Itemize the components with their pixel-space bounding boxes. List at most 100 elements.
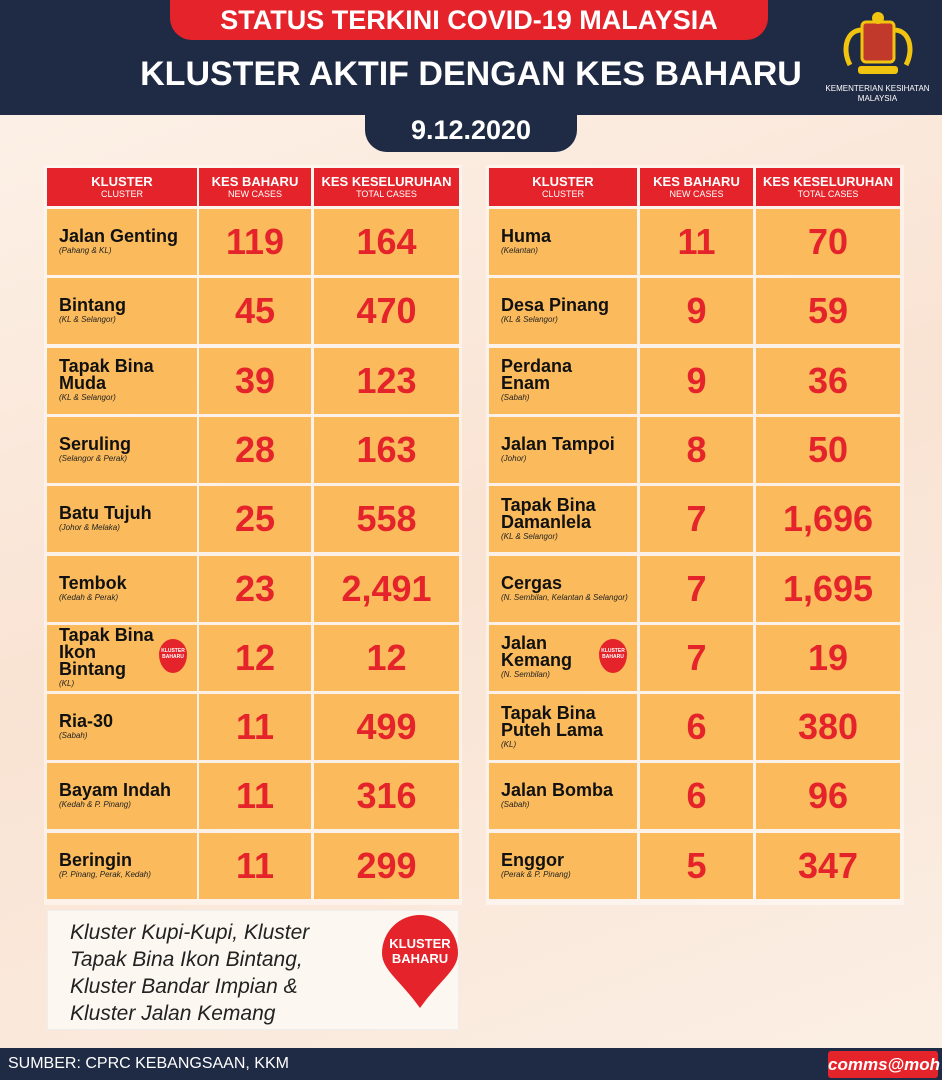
column-header: KES BAHARU NEW CASES [640,168,753,206]
total-cases: 163 [314,416,459,483]
cluster-name: Tapak Bina [501,702,596,723]
cluster-name: Huma [501,226,552,246]
footer: SUMBER: CPRC KEBANGSAAN, KKM [0,1048,942,1080]
cluster-cell: Huma (Kelantan) [489,209,637,275]
cluster-cell: Jalan Bomba (Sabah) [489,763,637,830]
new-cases: 11 [640,209,753,275]
badge-text: KLUSTER [601,647,625,654]
cluster-location: (KL & Selangor) [59,315,116,325]
new-cases: 9 [640,278,753,345]
header-sub: NEW CASES [669,189,724,199]
cluster-location: (KL & Selangor) [501,315,558,325]
header-sub: TOTAL CASES [797,189,859,199]
cluster-name: Ria-30 [59,711,114,732]
total-cases: 70 [756,209,900,275]
total-cases: 96 [756,763,900,830]
cluster-cell: Beringin (P. Pinang, Perak, Kedah) [47,832,197,899]
cluster-name: Jalan Tampoi [501,433,615,454]
total-cases: 499 [314,694,459,761]
header-main: KES KESELURUHAN [762,174,893,189]
note-line: Tapak Bina Ikon Bintang, [70,948,303,971]
total-cases: 470 [314,278,459,345]
ministry-line: MALAYSIA [857,94,898,103]
total-cases: 50 [756,416,900,483]
cluster-location: (KL & Selangor) [59,393,116,403]
cluster-name: Tembok [59,572,127,593]
cluster-name: Enggor [501,849,564,870]
total-cases: 19 [756,624,900,691]
cluster-cell: Jalan Tampoi (Johor) [489,416,637,483]
header-sub: CLUSTER [100,189,143,199]
total-cases: 1,695 [756,555,900,622]
cluster-location: (Johor) [501,453,527,463]
cluster-cell: Desa Pinang (KL & Selangor) [489,278,637,345]
cluster-name: Bintang [59,295,126,316]
new-cases: 8 [640,416,753,483]
cluster-name: Kemang [501,650,573,671]
badge-text: BAHARU [162,653,184,660]
cluster-name: Tapak Bina [501,494,596,515]
new-cases: 28 [199,416,311,483]
total-cases: 2,491 [314,555,459,622]
note-line: Kluster Bandar Impian & [70,975,298,998]
cluster-name: Jalan Bomba [501,780,614,801]
new-cases: 7 [640,486,753,553]
header-main: KLUSTER [532,174,594,189]
ministry-line: KEMENTERIAN KESIHATAN [825,84,930,93]
header-sub: CLUSTER [541,189,584,199]
cluster-location: (P. Pinang, Perak, Kedah) [59,869,151,879]
new-cases: 39 [199,347,311,414]
date: 9.12.2020 [365,110,577,152]
header-sub: NEW CASES [227,189,282,199]
header-main: KES BAHARU [211,174,299,189]
new-cases: 7 [640,555,753,622]
cluster-name: Perdana [501,356,573,377]
new-cases: 23 [199,555,311,622]
cluster-location: (Sabah) [59,731,88,741]
cluster-name: Jalan Genting [59,226,179,246]
cluster-cell: Tapak Bina Damanlela (KL & Selangor) [489,486,637,553]
cluster-name: Tapak Bina [59,624,154,645]
cluster-location: (Pahang & KL) [59,246,112,255]
note-line: Kluster Jalan Kemang [70,1002,276,1025]
header-sub: TOTAL CASES [356,189,417,199]
cluster-cell: Bintang (KL & Selangor) [47,278,197,345]
header-main: KLUSTER [91,174,153,189]
cluster-name: Desa Pinang [501,295,610,316]
total-cases: 123 [314,347,459,414]
cluster-name: Beringin [59,849,133,870]
cluster-location: (Kelantan) [501,246,538,255]
total-cases: 558 [314,486,459,553]
cluster-name: Damanlela [501,511,592,532]
cluster-cell: Jalan Genting (Pahang & KL) [47,209,197,275]
column-header: KES KESELURUHAN TOTAL CASES [756,168,900,206]
cluster-location: (Selangor & Perak) [59,453,128,463]
cluster-cell: Tapak Bina Muda (KL & Selangor) [47,347,197,414]
cluster-cell: Tapak Bina Puteh Lama (KL) [489,694,637,761]
brand: comms@moh [828,1051,940,1078]
badge-text: BAHARU [602,653,624,660]
cluster-location: (KL) [501,739,517,749]
cluster-cell: Cergas (N. Sembilan, Kelantan & Selangor) [489,555,637,622]
new-cluster-badge: KLUSTER BAHARU [159,638,187,673]
column-header: KES BAHARU NEW CASES [199,168,311,206]
cluster-cell: Bayam Indah (Kedah & P. Pinang) [47,763,197,830]
cluster-name: Tapak Bina [59,356,154,377]
total-cases: 316 [314,763,459,830]
cluster-location: (Kedah & P. Pinang) [59,800,131,810]
cluster-name: Bintang [59,658,126,679]
total-cases: 12 [314,624,459,691]
cluster-location: (KL & Selangor) [501,531,558,541]
cluster-location: (N. Sembilan, Kelantan & Selangor) [501,592,628,602]
total-cases: 164 [314,209,459,275]
cluster-cell: Batu Tujuh (Johor & Melaka) [47,486,197,553]
total-cases: 347 [756,832,900,899]
cluster-cell: Tembok (Kedah & Perak) [47,555,197,622]
new-cases: 119 [199,209,311,275]
cluster-name: Jalan [501,633,548,654]
total-cases: 59 [756,278,900,345]
cluster-name: Ikon [59,641,97,662]
new-cases: 25 [199,486,311,553]
new-cases: 11 [199,763,311,830]
total-cases: 1,696 [756,486,900,553]
